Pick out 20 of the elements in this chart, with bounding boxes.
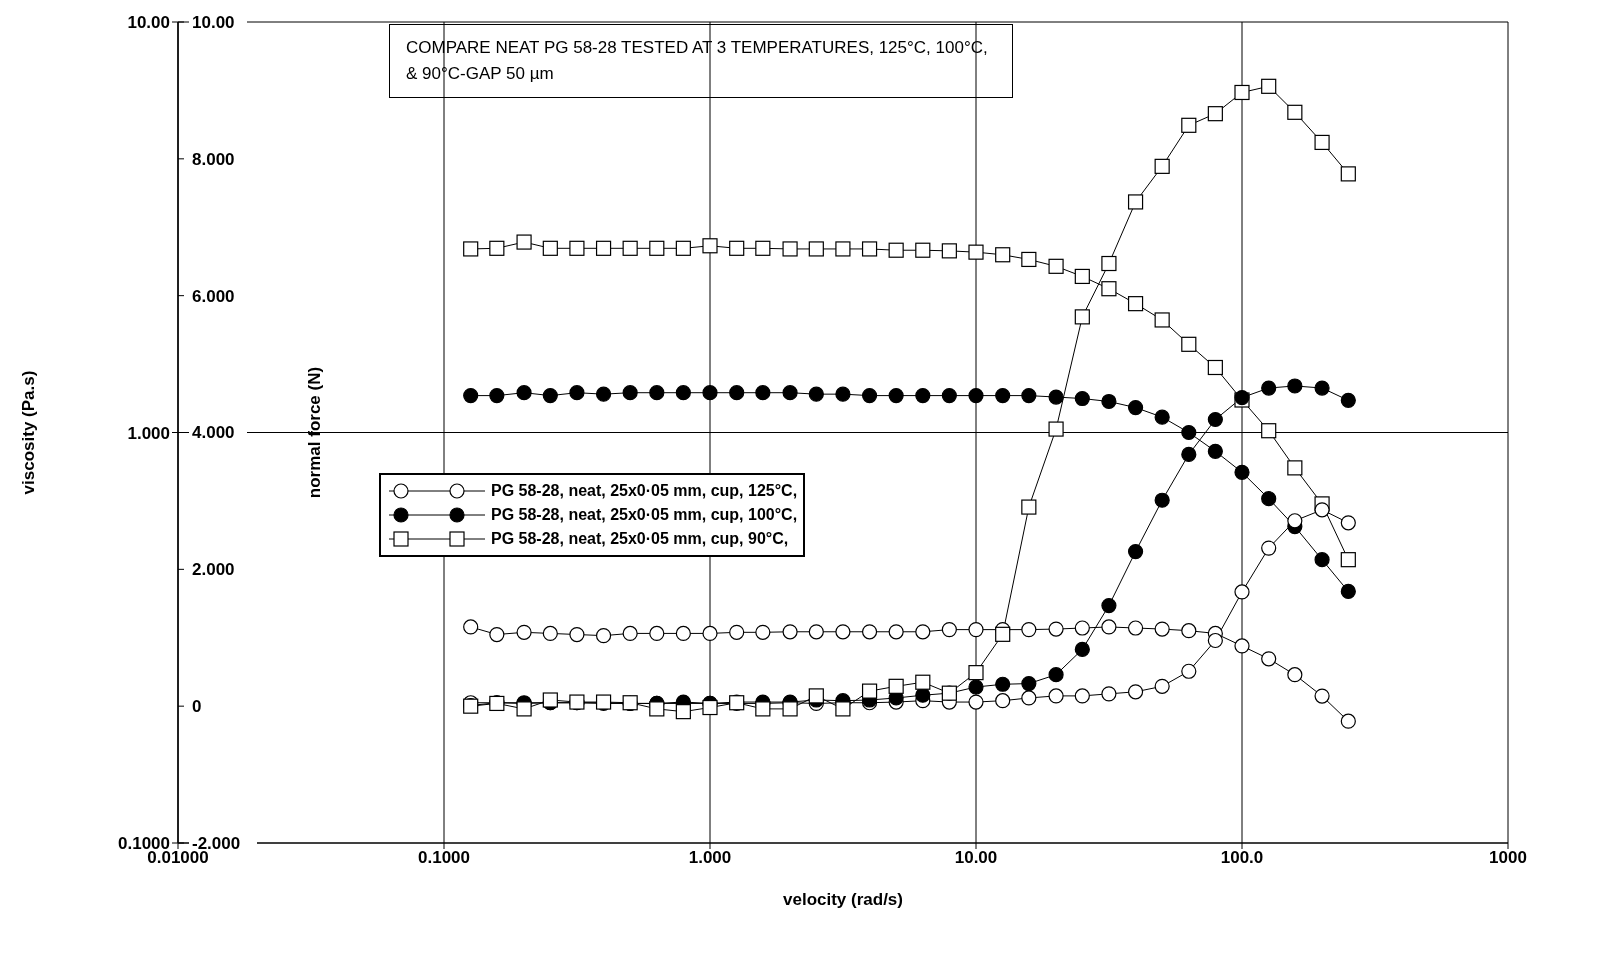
y2-tick-label: 4.000 [192,423,235,443]
x-tick-label: 10.00 [954,848,998,868]
y-tick-label: 10.00 [127,13,170,33]
x-tick-label: 1000 [1489,848,1527,868]
x-tick-label: 100.0 [1220,848,1264,868]
legend-label: PG 58-28, neat, 25x0·05 mm, cup, 125°C, [491,482,798,501]
y2-tick-label: 0 [192,697,202,717]
x-tick-label: 0.1000 [418,848,470,868]
legend-label: PG 58-28, neat, 25x0·05 mm, cup, 100°C, [491,506,798,525]
x-tick-label: 1.000 [688,848,732,868]
y2-tick-label: 6.000 [192,286,235,306]
y-axis-title: viscosity (Pa.s) [19,370,39,495]
y2-tick-label: 8.000 [192,149,235,169]
y2-axis-title: normal force (N) [305,366,325,499]
y2-tick-label: 2.000 [192,560,235,580]
legend-label: PG 58-28, neat, 25x0·05 mm, cup, 90°C, [491,530,789,549]
title-frame: COMPARE NEAT PG 58-28 TESTED AT 3 TEMPERATURES, 125°C, 100°C, & 90°C-GAP 50 µm [389,24,1013,98]
y-tick-label: 1.000 [127,423,170,443]
x-axis-title: velocity (rad/s) [783,890,903,909]
y2-tick-label: 10.00 [192,12,235,32]
